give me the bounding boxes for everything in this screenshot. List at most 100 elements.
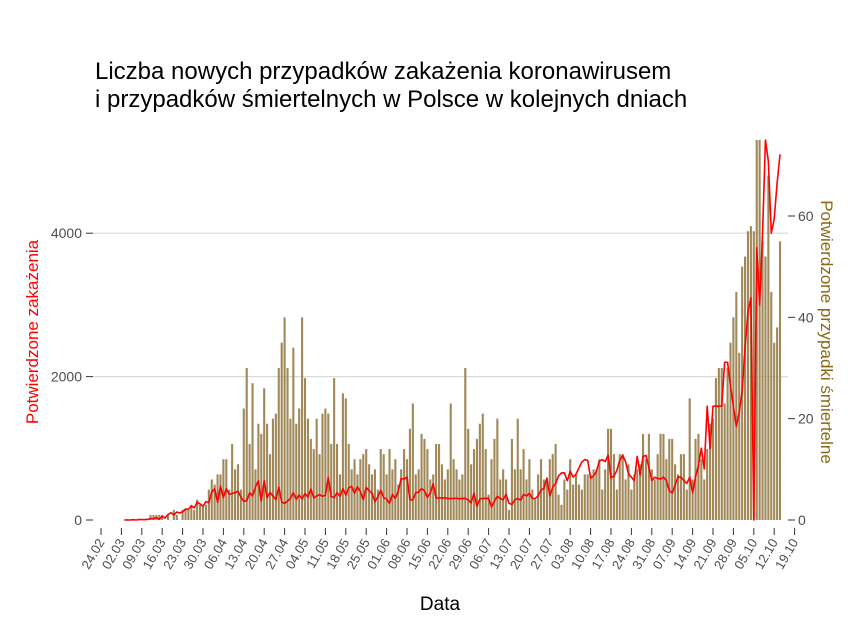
deaths-bar bbox=[248, 444, 251, 520]
deaths-bar bbox=[166, 514, 170, 520]
deaths-bar bbox=[446, 469, 449, 520]
deaths-bar bbox=[586, 474, 589, 520]
deaths-bar bbox=[557, 494, 560, 520]
deaths-bar bbox=[688, 398, 691, 520]
x-axis-label: Data bbox=[419, 594, 461, 615]
deaths-bar bbox=[519, 469, 522, 520]
x-axis: 24.0202.0309.0316.0323.0330.0306.0413.04… bbox=[78, 528, 801, 572]
deaths-bar bbox=[149, 514, 152, 520]
y-axis-right-label: Potwierdzone przypadki śmiertelne bbox=[817, 200, 836, 464]
deaths-bar bbox=[572, 484, 575, 520]
deaths-bar bbox=[496, 418, 499, 520]
y-axis-left-label: Potwierdzone zakażenia bbox=[23, 239, 42, 425]
deaths-bar bbox=[365, 449, 368, 520]
deaths-bar bbox=[181, 509, 184, 520]
deaths-bar bbox=[583, 474, 586, 520]
deaths-bar bbox=[385, 474, 388, 520]
deaths-bar bbox=[347, 444, 350, 520]
deaths-bar bbox=[621, 454, 624, 520]
deaths-bar bbox=[726, 368, 729, 520]
deaths-bar bbox=[674, 464, 677, 520]
deaths-bar bbox=[359, 459, 362, 520]
deaths-bar bbox=[691, 479, 694, 520]
y-right-tick-label: 0 bbox=[798, 512, 806, 528]
deaths-bar bbox=[432, 474, 435, 520]
deaths-bar bbox=[755, 140, 758, 520]
deaths-bar bbox=[615, 489, 618, 520]
deaths-bar bbox=[242, 408, 245, 520]
deaths-bar bbox=[525, 479, 528, 520]
deaths-bar bbox=[507, 509, 511, 520]
deaths-bar bbox=[184, 509, 187, 520]
deaths-bar bbox=[196, 499, 199, 520]
deaths-bar bbox=[729, 342, 732, 520]
deaths-bar bbox=[475, 438, 478, 520]
deaths-bar bbox=[426, 449, 429, 520]
deaths-bar bbox=[368, 464, 371, 520]
deaths-bar bbox=[277, 368, 280, 520]
deaths-bar bbox=[379, 449, 382, 520]
deaths-bar bbox=[595, 469, 598, 520]
deaths-bar bbox=[464, 368, 467, 520]
deaths-bar bbox=[239, 489, 242, 520]
deaths-bar bbox=[665, 459, 668, 520]
deaths-bar bbox=[333, 378, 336, 520]
deaths-bar bbox=[487, 494, 490, 520]
deaths-bar bbox=[263, 388, 266, 520]
deaths-bar bbox=[776, 327, 779, 520]
deaths-bar bbox=[758, 140, 761, 520]
deaths-bar bbox=[327, 413, 330, 520]
deaths-bar bbox=[338, 474, 342, 520]
deaths-bar bbox=[773, 342, 776, 520]
deaths-bar bbox=[592, 469, 595, 520]
deaths-bar bbox=[207, 489, 210, 520]
deaths-bar bbox=[703, 479, 706, 520]
deaths-bar bbox=[292, 347, 295, 520]
deaths-bar bbox=[266, 423, 269, 520]
y-axis-right: 0 20 40 60 bbox=[788, 208, 814, 528]
deaths-bar bbox=[679, 454, 682, 520]
deaths-bar bbox=[650, 469, 653, 520]
deaths-bar bbox=[470, 464, 473, 520]
deaths-bar bbox=[481, 413, 484, 520]
deaths-bar bbox=[356, 474, 359, 520]
deaths-bar bbox=[630, 489, 633, 520]
deaths-bar bbox=[199, 504, 202, 520]
deaths-bar bbox=[545, 479, 548, 520]
deaths-bar bbox=[429, 479, 432, 520]
deaths-bar bbox=[598, 459, 601, 520]
deaths-bar bbox=[636, 469, 639, 520]
deaths-bar bbox=[569, 459, 572, 520]
deaths-bar bbox=[574, 474, 578, 520]
deaths-bar bbox=[405, 459, 409, 520]
deaths-bar bbox=[213, 484, 216, 520]
deaths-bar bbox=[394, 459, 397, 520]
chart-title-line-2: i przypadków śmiertelnych w Polsce w kol… bbox=[95, 86, 688, 113]
deaths-bar bbox=[251, 383, 254, 520]
infections-series-line bbox=[124, 139, 781, 521]
y-left-tick-label: 0 bbox=[74, 512, 82, 528]
deaths-bar bbox=[175, 514, 178, 520]
deaths-bar bbox=[749, 226, 752, 520]
deaths-bar bbox=[537, 474, 540, 520]
deaths-bar bbox=[513, 469, 516, 520]
deaths-bar bbox=[315, 418, 318, 520]
deaths-bar bbox=[566, 489, 569, 520]
deaths-bar bbox=[642, 433, 645, 520]
deaths-bar bbox=[484, 449, 487, 520]
deaths-bar bbox=[420, 433, 423, 520]
y-axis-left: 0 2000 4000 bbox=[51, 225, 93, 528]
deaths-bar bbox=[499, 479, 502, 520]
deaths-bar bbox=[580, 489, 583, 520]
deaths-bar bbox=[388, 449, 391, 520]
deaths-bar bbox=[752, 231, 755, 520]
deaths-bar bbox=[435, 444, 438, 520]
deaths-bar bbox=[309, 438, 312, 520]
deaths-bar bbox=[414, 474, 417, 520]
deaths-bar bbox=[458, 479, 461, 520]
deaths-bar bbox=[216, 474, 219, 520]
deaths-bar bbox=[656, 454, 659, 520]
deaths-bar bbox=[400, 469, 403, 520]
deaths-bar bbox=[301, 317, 304, 520]
